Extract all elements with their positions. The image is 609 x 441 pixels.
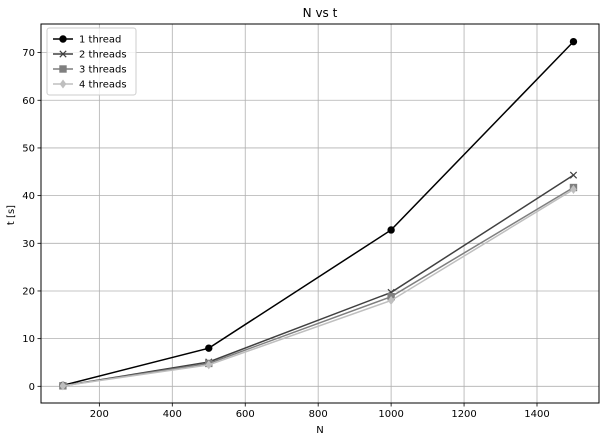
y-tick-label: 0: [29, 382, 35, 393]
data-point-2-threads-stroke: [569, 171, 578, 179]
legend-label-4-threads: 4 threads: [79, 80, 127, 91]
x-tick-label: 600: [236, 409, 255, 420]
legend-item-4-threads: 4 threads: [53, 79, 127, 91]
series-4-threads: [59, 184, 577, 391]
y-axis-label: t [s]: [6, 205, 17, 225]
series-line-1-thread: [62, 41, 575, 387]
legend: 1 thread 2 threads 3 threads 4 threads: [46, 27, 137, 96]
x-axis-label: N: [316, 425, 323, 436]
data-point-1-thread: [205, 344, 213, 352]
x-tick-label: 1400: [524, 409, 549, 420]
data-point-4-threads: [387, 295, 395, 306]
legend-label-1-thread: 1 thread: [79, 35, 121, 46]
data-point-4-threads: [59, 381, 67, 391]
x-tick-label: 400: [163, 409, 182, 420]
y-tick-label: 40: [22, 191, 35, 202]
y-tick-label: 20: [22, 286, 35, 297]
legend-box: [46, 27, 137, 96]
y-tick-label: 60: [22, 96, 35, 107]
legend-marker-2-threads: [59, 50, 67, 58]
legend-item-3-threads: 3 threads: [53, 65, 127, 76]
legend-label-2-threads: 2 threads: [79, 50, 127, 61]
legend-label-3-threads: 3 threads: [79, 65, 127, 76]
series-line-4-threads: [62, 188, 574, 387]
plot-frame: [40, 23, 600, 404]
x-tick-label: 800: [309, 409, 328, 420]
grid: [41, 24, 599, 403]
data-point-1-thread: [387, 226, 395, 234]
y-tick-label: 50: [22, 143, 35, 154]
series-layer: [59, 37, 578, 391]
legend-marker-3-threads: [59, 65, 67, 73]
legend-marker-4-threads: [59, 79, 67, 89]
legend-item-2-threads: 2 threads: [53, 50, 127, 61]
data-point-1-thread: [569, 37, 578, 46]
y-tick-label: 70: [22, 48, 35, 59]
chart-title: N vs t: [303, 6, 338, 20]
x-tick-label: 1200: [451, 409, 476, 420]
data-point-2-threads: [569, 171, 578, 179]
legend-item-1-thread: 1 thread: [53, 35, 121, 46]
y-tick-label: 30: [22, 239, 35, 250]
x-tick-label: 1000: [378, 409, 403, 420]
data-point-4-threads: [570, 184, 577, 194]
y-tick-label: 10: [22, 334, 35, 345]
x-tick-label: 200: [90, 409, 109, 420]
data-point-4-threads: [205, 360, 213, 370]
legend-marker-1-thread: [59, 35, 67, 43]
legend-marker-2-threads-stroke: [59, 50, 67, 58]
ticks: 200 400 600 800 1000 1200 1400 0 10 20 30 40 50 60 70: [22, 48, 549, 420]
